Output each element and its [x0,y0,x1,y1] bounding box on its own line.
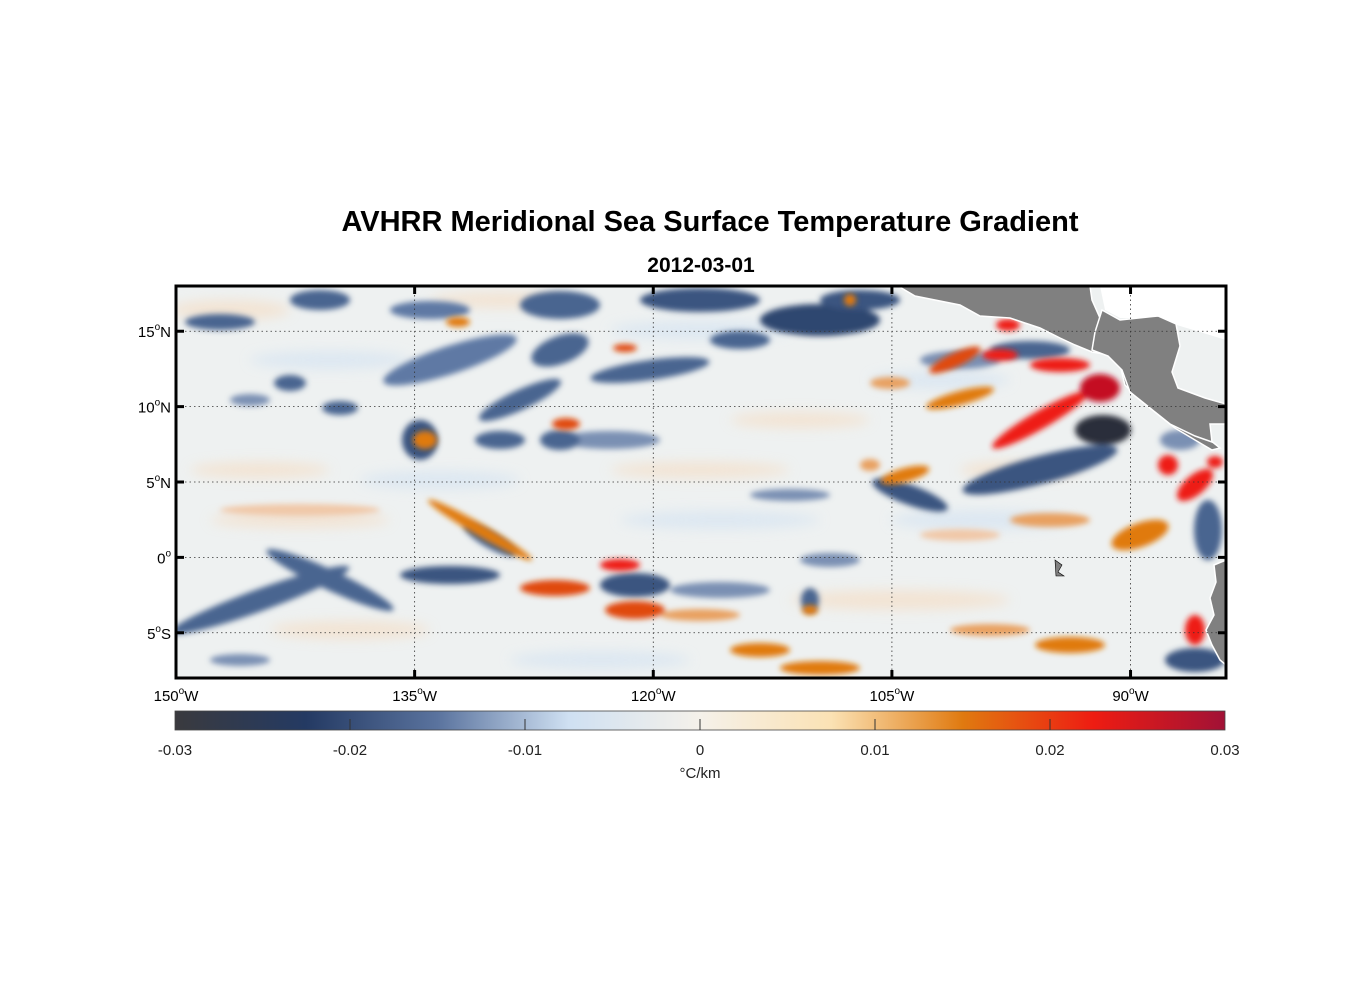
lon-tick-label: 120oW [631,686,677,705]
lat-tick-label: 0o [157,548,171,567]
tick-marks [174,286,1226,678]
colorbar-tick-label: 0.03 [1210,742,1239,759]
colorbar-ticks: -0.03 -0.02 -0.01 0 0.01 0.02 0.03 [158,719,1240,759]
lon-tick-label: 135oW [392,686,438,705]
lon-tick-label: 90oW [1112,686,1149,705]
lat-tick-label: 5oN [146,473,171,492]
colorbar-tick-label: -0.01 [508,742,542,759]
lat-tick-label: 15oN [138,322,171,341]
land-masses [896,286,1226,666]
colorbar-tick-label: 0.02 [1035,742,1064,759]
lon-tick-label: 150oW [154,686,200,705]
map-subtitle: 2012-03-01 [647,254,755,277]
negative-gradient-features [176,288,1225,672]
colorbar-unit-label: °C/km [680,765,721,782]
lat-tick-label: 10oN [138,398,171,417]
map-title: AVHRR Meridional Sea Surface Temperature… [341,206,1079,238]
colorbar-tick-label: 0 [696,742,704,759]
latitude-labels: 15oN 10oN 5oN 0o 5oS [138,322,172,643]
longitude-labels: 150oW 135oW 120oW 105oW 90oW [154,686,1150,705]
colorbar-tick-label: -0.02 [333,742,367,759]
lon-tick-label: 105oW [870,686,916,705]
lat-tick-label: 5oS [147,624,171,643]
colorbar-tick-label: -0.03 [158,742,192,759]
positive-gradient-features [220,294,1223,675]
colorbar-tick-label: 0.01 [860,742,889,759]
colorbar: -0.03 -0.02 -0.01 0 0.01 0.02 0.03 °C/km [158,710,1240,782]
